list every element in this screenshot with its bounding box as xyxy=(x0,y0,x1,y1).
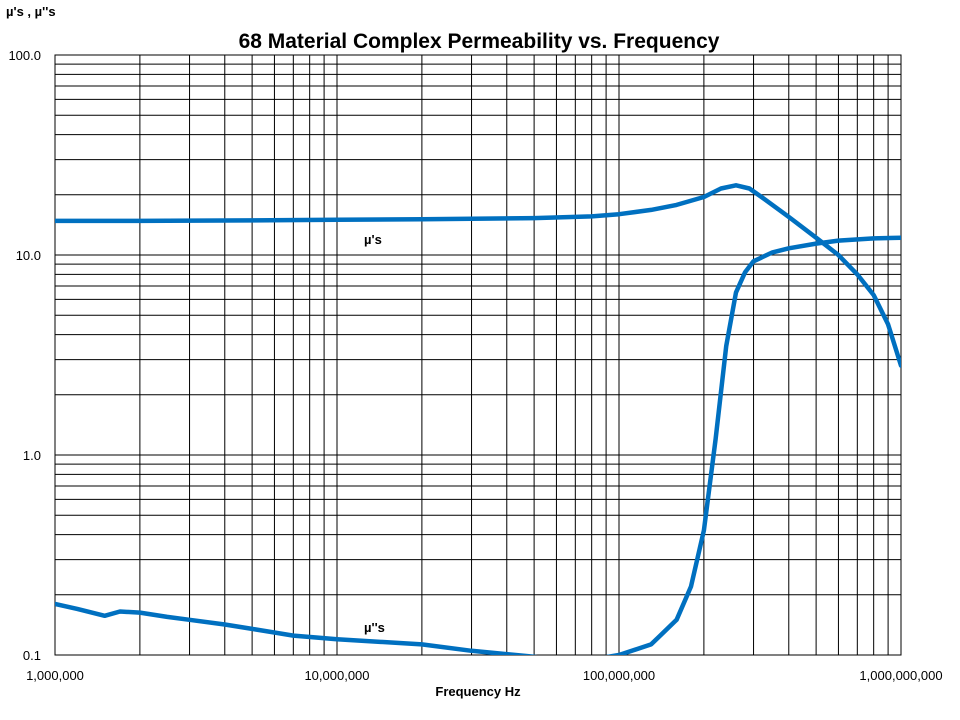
y-tick-label: 10.0 xyxy=(16,248,41,263)
y-axis-label: µ's , µ''s xyxy=(6,4,56,19)
y-tick-label: 0.1 xyxy=(23,648,41,663)
x-tick-label: 1,000,000,000 xyxy=(859,668,942,683)
series-layer xyxy=(55,183,901,655)
chart-title: 68 Material Complex Permeability vs. Fre… xyxy=(239,30,720,53)
x-tick-labels: 1,000,000 10,000,000 100,000,000 1,000,000,… xyxy=(26,668,942,683)
x-tick-label: 100,000,000 xyxy=(583,668,655,683)
y-tick-label: 1.0 xyxy=(23,448,41,463)
series-line-mu-double-prime xyxy=(55,235,901,655)
x-tick-label: 10,000,000 xyxy=(304,668,369,683)
series-label-mu-double-prime: µ''s xyxy=(364,620,385,635)
x-tick-label: 1,000,000 xyxy=(26,668,84,683)
series-line-mu-prime xyxy=(55,183,901,368)
grid xyxy=(54,54,902,656)
y-tick-labels: 100.0 10.0 1.0 0.1 xyxy=(8,48,41,663)
x-axis-label: Frequency Hz xyxy=(435,684,521,699)
y-tick-label: 100.0 xyxy=(8,48,41,63)
series-label-mu-prime: µ's xyxy=(364,232,382,247)
plot-area-frame xyxy=(54,54,902,656)
